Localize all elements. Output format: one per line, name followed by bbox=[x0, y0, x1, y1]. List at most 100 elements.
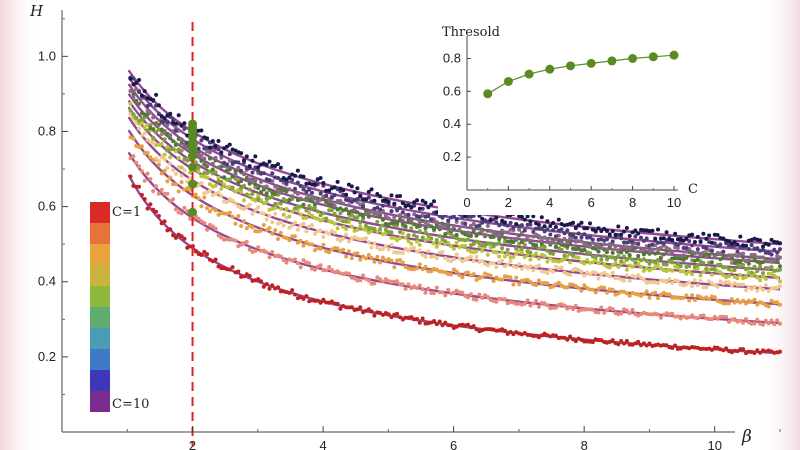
data-point bbox=[168, 133, 173, 138]
data-point bbox=[588, 287, 592, 292]
data-point bbox=[616, 291, 621, 296]
data-point bbox=[372, 227, 377, 232]
data-point bbox=[709, 317, 714, 322]
data-point bbox=[213, 257, 218, 262]
data-point bbox=[304, 198, 309, 203]
data-point bbox=[571, 220, 575, 225]
data-point bbox=[389, 209, 394, 214]
data-point bbox=[466, 270, 470, 275]
data-point bbox=[378, 227, 383, 231]
data-point bbox=[312, 182, 317, 187]
data-point bbox=[451, 246, 456, 251]
data-point bbox=[468, 292, 473, 297]
data-point bbox=[378, 277, 383, 282]
data-point bbox=[480, 275, 485, 279]
data-point bbox=[673, 295, 678, 300]
data-point bbox=[304, 215, 309, 220]
data-point bbox=[318, 176, 323, 180]
data-point bbox=[434, 244, 439, 249]
data-point bbox=[165, 166, 170, 170]
data-point bbox=[352, 276, 357, 281]
data-point bbox=[488, 273, 493, 278]
data-point bbox=[434, 285, 439, 290]
inset-x-tick-label: 6 bbox=[588, 195, 595, 210]
data-point bbox=[761, 244, 765, 249]
data-point bbox=[701, 269, 706, 274]
data-point bbox=[514, 275, 519, 280]
data-point bbox=[514, 265, 519, 270]
data-point bbox=[727, 280, 731, 285]
data-point bbox=[585, 226, 590, 231]
data-point bbox=[670, 268, 675, 273]
data-point bbox=[264, 191, 269, 196]
data-point bbox=[329, 208, 334, 213]
data-point bbox=[284, 189, 289, 194]
data-point bbox=[553, 225, 558, 229]
data-point bbox=[545, 259, 550, 264]
inset-y-tick-label: 0.4 bbox=[443, 116, 461, 131]
y-tick-label: 0.4 bbox=[38, 274, 56, 289]
data-point bbox=[426, 224, 431, 229]
inset-data-point bbox=[483, 89, 493, 99]
data-point bbox=[562, 303, 567, 308]
data-point bbox=[199, 128, 204, 133]
data-point bbox=[488, 235, 493, 239]
data-point bbox=[429, 236, 434, 241]
data-point bbox=[171, 182, 176, 187]
data-point bbox=[624, 250, 629, 254]
data-point bbox=[310, 242, 314, 247]
data-point bbox=[338, 306, 343, 311]
data-point bbox=[380, 203, 385, 208]
data-point bbox=[196, 183, 201, 188]
data-point bbox=[324, 200, 329, 205]
data-point bbox=[225, 144, 229, 149]
data-point bbox=[778, 267, 782, 272]
data-point bbox=[508, 330, 513, 334]
data-point bbox=[738, 260, 743, 264]
data-point bbox=[355, 186, 360, 191]
data-point bbox=[761, 271, 765, 276]
data-point bbox=[207, 209, 212, 214]
data-point bbox=[171, 168, 176, 172]
data-point bbox=[466, 248, 470, 253]
data-point bbox=[735, 282, 740, 287]
data-point bbox=[222, 175, 227, 180]
data-point bbox=[670, 295, 675, 300]
data-point bbox=[315, 182, 320, 187]
data-point bbox=[361, 214, 366, 219]
data-point bbox=[687, 298, 692, 303]
data-point bbox=[485, 295, 490, 299]
data-point bbox=[205, 164, 210, 169]
data-point bbox=[519, 247, 524, 251]
data-point bbox=[315, 199, 320, 204]
data-point bbox=[426, 214, 431, 219]
data-point bbox=[355, 210, 360, 215]
data-point bbox=[701, 260, 706, 265]
data-point bbox=[641, 268, 646, 273]
data-point bbox=[182, 126, 187, 131]
data-point bbox=[551, 251, 556, 256]
data-point bbox=[474, 249, 479, 254]
data-point bbox=[295, 191, 300, 196]
data-point bbox=[573, 235, 578, 240]
data-point bbox=[599, 246, 604, 250]
data-point bbox=[256, 245, 261, 250]
data-point bbox=[264, 250, 269, 255]
data-point bbox=[417, 229, 422, 234]
data-point bbox=[423, 230, 428, 235]
data-point bbox=[548, 232, 553, 237]
data-point bbox=[551, 284, 556, 289]
data-point bbox=[290, 223, 295, 228]
data-point bbox=[536, 278, 541, 283]
data-point bbox=[746, 247, 751, 251]
data-point bbox=[766, 304, 771, 309]
data-point bbox=[403, 286, 408, 291]
data-point bbox=[497, 223, 502, 228]
color-legend bbox=[90, 202, 110, 412]
data-point bbox=[724, 265, 729, 270]
data-point bbox=[179, 140, 184, 145]
data-point bbox=[242, 198, 246, 203]
data-point bbox=[775, 275, 780, 280]
data-point bbox=[395, 238, 400, 243]
data-point bbox=[491, 244, 496, 249]
